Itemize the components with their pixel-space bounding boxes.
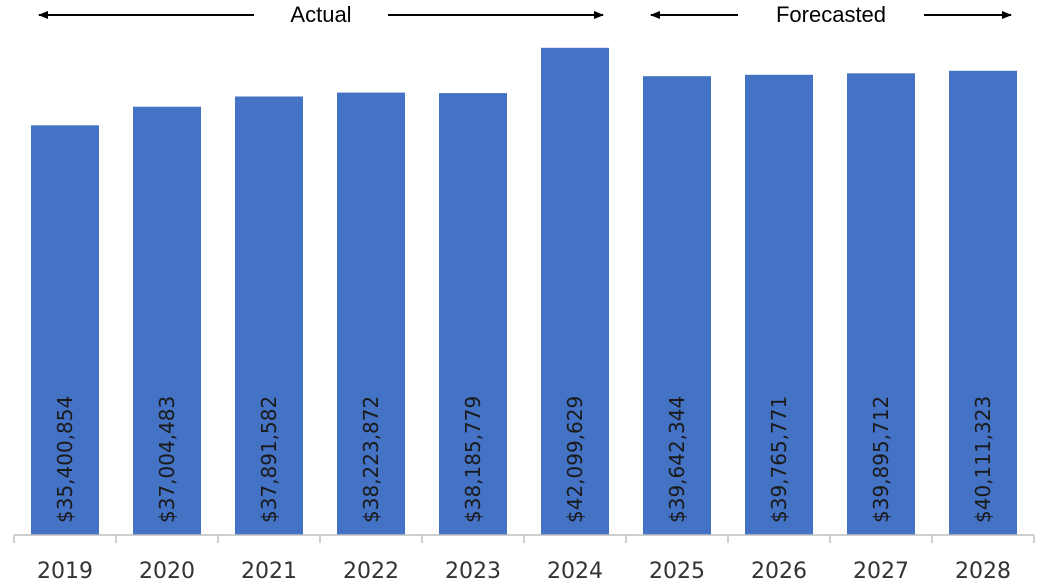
data-label-2021: $37,891,582 xyxy=(257,396,281,523)
data-label-2023: $38,185,779 xyxy=(461,396,485,523)
bar-2019 xyxy=(31,125,99,536)
x-axis: 2019 2020 2021 2022 2023 2024 2025 2026 2027 2028 xyxy=(13,534,1035,584)
period-annotations: Actual Forecasted xyxy=(38,2,1012,27)
bars: $35,400,854 $37,004,483 $37,891,582 $38,223… xyxy=(31,47,1017,536)
bar-2020 xyxy=(133,106,201,535)
data-label-2028: $40,111,323 xyxy=(971,396,995,523)
x-tick-label-2021: 2021 xyxy=(241,559,297,584)
bar-2022 xyxy=(337,92,405,535)
bar-2023 xyxy=(439,93,507,535)
data-label-2026: $39,765,771 xyxy=(767,396,791,523)
bar-2027 xyxy=(847,73,915,536)
data-label-2024: $42,099,629 xyxy=(563,396,587,523)
x-tick-label-2028: 2028 xyxy=(955,559,1011,584)
x-tick-label-2025: 2025 xyxy=(649,559,705,584)
x-tick-label-2023: 2023 xyxy=(445,559,501,584)
bar-2021 xyxy=(235,96,303,535)
data-label-2025: $39,642,344 xyxy=(665,396,689,523)
x-tick-label-2020: 2020 xyxy=(139,559,195,584)
x-tick-label-2026: 2026 xyxy=(751,559,807,584)
x-tick-label-2027: 2027 xyxy=(853,559,909,584)
data-label-2020: $37,004,483 xyxy=(155,396,179,523)
data-label-2022: $38,223,872 xyxy=(359,396,383,523)
bar-2024 xyxy=(541,47,609,536)
data-label-2019: $35,400,854 xyxy=(53,396,77,523)
bar-2025 xyxy=(643,76,711,535)
bar-2026 xyxy=(745,74,813,536)
period-label-forecasted: Forecasted xyxy=(776,2,886,27)
x-tick-label-2019: 2019 xyxy=(37,559,93,584)
x-tick-label-2024: 2024 xyxy=(547,559,603,584)
data-label-2027: $39,895,712 xyxy=(869,396,893,523)
period-label-actual: Actual xyxy=(290,2,351,27)
bar-2028 xyxy=(949,70,1017,536)
x-tick-label-2022: 2022 xyxy=(343,559,399,584)
